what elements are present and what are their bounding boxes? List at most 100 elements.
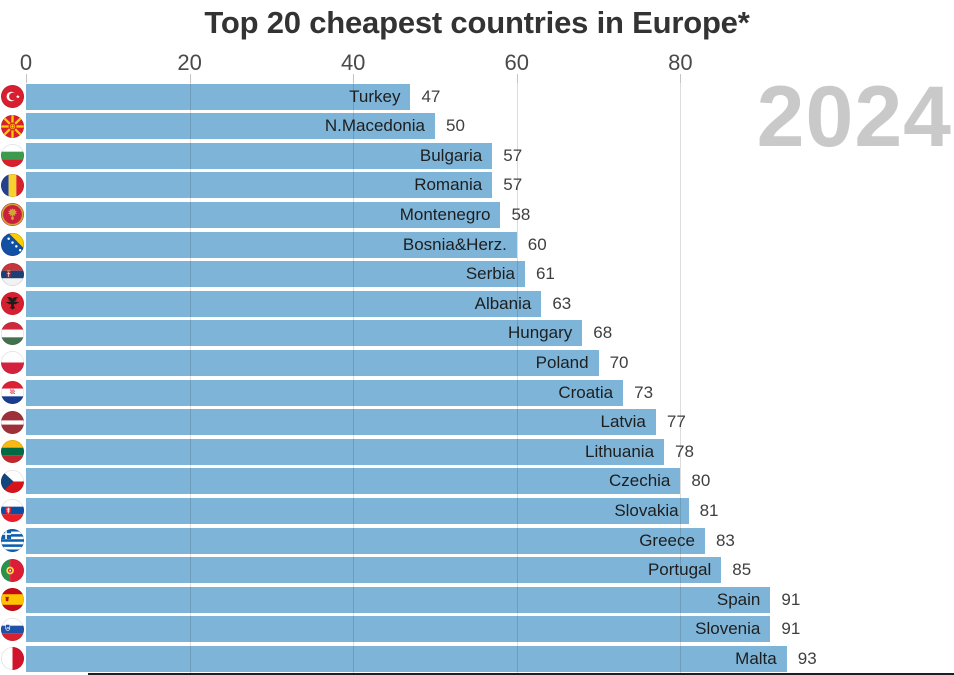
bar-portugal: Portugal [26,557,722,584]
value-label: 60 [527,234,547,254]
year-watermark: 2024 [756,69,952,165]
country-label: Lithuania [585,441,655,461]
bar-row: Bosnia&Herz. 60 [0,231,954,258]
value-label: 91 [781,589,801,609]
north-macedonia-flag-icon [1,114,24,138]
country-label: Turkey [349,86,401,106]
value-label: 77 [666,412,686,432]
gridline [189,83,191,675]
bar-lithuania: Lithuania [26,438,665,465]
bar-poland: Poland [26,349,599,376]
country-label: Czechia [608,471,671,491]
country-label: Slovakia [614,500,679,520]
bar-romania: Romania [26,172,493,199]
bar-row: Romania 57 [0,172,954,199]
country-label: N.Macedonia [324,116,425,136]
montenegro-flag-icon [1,203,24,227]
value-label: 78 [675,441,694,461]
bar-row: Latvia 77 [0,409,954,436]
country-label: Bosnia&Herz. [402,234,507,254]
latvia-flag-icon [1,410,24,434]
portugal-flag-icon [1,558,24,582]
bar-row: Greece 83 [0,527,954,554]
country-label: Latvia [600,412,646,432]
bar-row: Hungary 68 [0,320,954,347]
country-label: Romania [414,175,483,195]
country-label: Serbia [465,264,515,284]
value-label: 57 [503,145,523,165]
bulgaria-flag-icon [1,144,24,168]
value-label: 68 [593,323,613,343]
value-label: 93 [797,648,817,668]
bar-row: Montenegro 58 [0,201,954,228]
bar-hungary: Hungary [26,320,583,347]
bar-croatia: Croatia [26,379,624,406]
country-label: Bulgaria [419,145,483,165]
country-label: Portugal [647,560,712,580]
bar-bulgaria: Bulgaria [26,142,493,169]
country-label: Malta [735,648,777,668]
bar-malta: Malta [26,645,787,672]
turkey-flag-icon [1,85,24,108]
value-label: 81 [699,500,719,520]
bar-greece: Greece [26,527,705,554]
value-label: 73 [634,382,654,402]
bar-row: Slovenia 91 [0,616,954,643]
bar-turkey: Turkey [26,83,411,110]
lithuania-flag-icon [1,440,24,464]
poland-flag-icon [1,351,24,375]
bar-row: Lithuania 78 [0,438,954,465]
albania-flag-icon [1,292,24,316]
axis-tick-label: 0 [19,50,33,75]
slovakia-flag-icon [1,499,24,523]
country-label: Spain [716,589,761,609]
gridline [516,83,518,675]
value-label: 63 [552,293,572,313]
axis-tick [516,74,518,83]
bar-row: Poland 70 [0,349,954,376]
hungary-flag-icon [1,321,24,345]
spain-flag-icon [1,588,24,612]
serbia-flag-icon [1,262,24,286]
value-label: 50 [446,116,465,136]
value-label: 57 [503,175,523,195]
bar-row: Spain 91 [0,586,954,613]
axis-tick [26,74,27,83]
bar-row: Turkey 47 [0,83,954,110]
bar-row: Bulgaria 57 [0,142,954,169]
bar-row: N.Macedonia 50 [0,113,954,140]
bar-slovenia: Slovenia [26,616,771,643]
bar-row: Slovakia 81 [0,497,954,524]
country-label: Hungary [507,323,573,343]
bar-n-macedonia: N.Macedonia [26,113,435,140]
bar-czechia: Czechia [26,468,681,495]
slovenia-flag-icon [1,617,24,641]
bar-spain: Spain [26,586,771,613]
axis-tick-label: 40 [340,50,366,75]
bar-row: Malta 93 [0,645,954,672]
country-label: Greece [639,530,695,550]
romania-flag-icon [1,173,24,197]
country-label: Montenegro [399,204,491,224]
axis-tick-label: 20 [177,50,202,75]
bar-serbia: Serbia [26,261,525,288]
bar-slovakia: Slovakia [26,497,689,524]
gridline [353,83,355,675]
bar-row: Albania 63 [0,290,954,317]
gridline [680,83,682,675]
bar-montenegro: Montenegro [26,201,501,228]
value-label: 91 [781,619,801,639]
croatia-flag-icon [1,381,24,404]
malta-flag-icon [1,647,24,671]
bar-latvia: Latvia [26,409,656,436]
value-label: 61 [535,264,555,284]
bar-row: Czechia 80 [0,468,954,495]
greece-flag-icon [1,529,24,552]
value-label: 70 [609,352,629,372]
value-label: 58 [511,204,531,224]
value-label: 85 [732,560,752,580]
country-label: Slovenia [695,619,761,639]
bar-row: Croatia 73 [0,379,954,406]
bar-albania: Albania [26,290,542,317]
